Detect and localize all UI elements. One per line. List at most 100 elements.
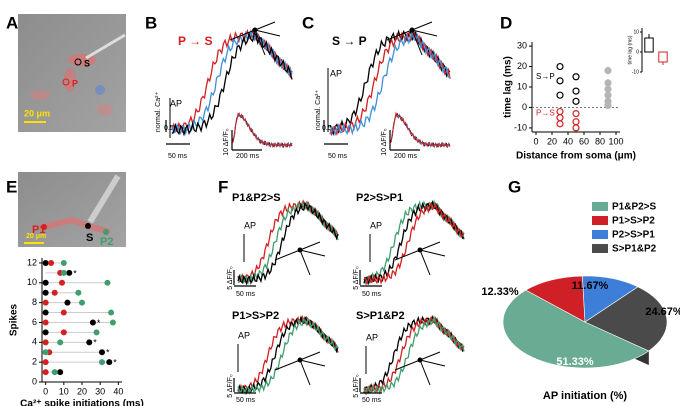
y-tick-label: 10 bbox=[633, 29, 639, 35]
y-scale: 5 ΔF/F₀ bbox=[227, 374, 234, 398]
subpanel-title: P1>S>P2 bbox=[232, 310, 279, 322]
point bbox=[572, 87, 580, 95]
soma-label: S bbox=[86, 232, 93, 244]
ap-label: AP bbox=[244, 220, 256, 230]
p2-label: P2 bbox=[100, 236, 113, 248]
x-tick-label: 40 bbox=[563, 136, 573, 146]
y-label: normal. Ca²⁺ bbox=[155, 92, 162, 133]
dot bbox=[89, 319, 96, 326]
x-tick-label: 80 bbox=[595, 136, 605, 146]
point bbox=[556, 107, 564, 116]
trace bbox=[237, 199, 339, 284]
ap-label: AP bbox=[370, 220, 382, 230]
point bbox=[572, 109, 580, 118]
annotation: * bbox=[113, 358, 117, 368]
neuron-soma bbox=[252, 27, 258, 33]
trace bbox=[237, 315, 339, 395]
point bbox=[604, 67, 612, 75]
inset-y-scale: 10 ΔF/F₀ bbox=[381, 128, 388, 156]
x-tick-label: 40 bbox=[113, 386, 123, 396]
panel-label: F bbox=[218, 177, 228, 196]
soma-label: S bbox=[84, 58, 90, 68]
annotation: * bbox=[93, 338, 97, 348]
subpanel-title: P1&P2>S bbox=[232, 192, 281, 204]
y-tick-label: 12 bbox=[27, 257, 37, 267]
point bbox=[604, 79, 612, 87]
dot bbox=[66, 269, 73, 276]
legend-swatch bbox=[592, 202, 608, 211]
inset-trace bbox=[389, 111, 451, 149]
trace bbox=[363, 199, 465, 286]
y-tick-label: 6 bbox=[32, 317, 37, 327]
panel-label: C bbox=[302, 13, 314, 32]
ap-label: AP bbox=[366, 332, 378, 342]
trace bbox=[363, 201, 465, 286]
point bbox=[556, 91, 564, 99]
neuron-soma bbox=[417, 247, 423, 253]
x-axis-label: Distance from soma (μm) bbox=[516, 151, 636, 162]
bar bbox=[644, 37, 654, 53]
y-tick-label: 0 bbox=[522, 102, 527, 112]
y-tick-label: 0 bbox=[636, 49, 639, 55]
y-tick-label: -10 bbox=[514, 122, 527, 132]
dot bbox=[51, 289, 58, 296]
x-scale: 50 ms bbox=[362, 291, 382, 298]
neuron-schematic bbox=[229, 21, 281, 56]
legend-label: P1&P2>S bbox=[612, 202, 657, 213]
y-scale: 5 ΔF/F₀ bbox=[353, 266, 360, 290]
pie-slice bbox=[525, 275, 586, 323]
inset-y-scale: 10 ΔF/F₀ bbox=[223, 128, 230, 156]
legend-label: S>P1&P2 bbox=[612, 244, 657, 255]
point bbox=[556, 120, 564, 128]
dot bbox=[42, 259, 49, 266]
scale-bar-label: 20 μm bbox=[24, 108, 50, 118]
neuron-schematic bbox=[274, 241, 326, 276]
dot bbox=[59, 279, 65, 286]
neuron-soma bbox=[297, 247, 303, 253]
inset-y-label: time lag (ms) bbox=[627, 35, 633, 64]
y-scale: 0.5 bbox=[164, 125, 174, 132]
neuron-schematic bbox=[394, 241, 446, 276]
dot bbox=[42, 359, 49, 366]
x-tick-label: 30 bbox=[95, 386, 105, 396]
dot bbox=[86, 339, 93, 346]
point bbox=[572, 97, 580, 105]
dot bbox=[42, 349, 49, 356]
dot bbox=[99, 359, 105, 366]
neuron-schematic bbox=[386, 21, 438, 56]
dot bbox=[51, 369, 58, 376]
micrograph-e bbox=[18, 172, 126, 247]
scale-bar-label: 20 μm bbox=[26, 233, 46, 240]
dot bbox=[75, 289, 82, 296]
x-tick-label: 0 bbox=[533, 136, 538, 146]
inset-x-scale: 200 ms bbox=[394, 153, 417, 160]
neuron-soma bbox=[417, 357, 423, 363]
legend-swatch bbox=[592, 216, 608, 225]
ap-label: AP bbox=[238, 330, 250, 340]
x-tick-label: 10 bbox=[59, 386, 69, 396]
dot bbox=[60, 269, 67, 276]
p1-label: P1 bbox=[32, 224, 45, 236]
annotation: * bbox=[73, 268, 77, 278]
x-axis-label: Ca²⁺ spike initiations (ms) bbox=[20, 399, 144, 406]
panel-label: G bbox=[508, 177, 521, 196]
dot bbox=[64, 299, 71, 306]
y-tick-label: 0 bbox=[32, 376, 37, 386]
point bbox=[572, 118, 580, 126]
annotation: * bbox=[97, 318, 101, 328]
x-tick-label: 100 bbox=[608, 136, 623, 146]
trace bbox=[363, 315, 465, 396]
dot bbox=[93, 329, 100, 336]
direction-label: P → S bbox=[178, 34, 212, 48]
value-label: 24.67% bbox=[645, 306, 680, 318]
dot bbox=[60, 329, 67, 336]
dot bbox=[42, 289, 49, 296]
trace bbox=[237, 201, 339, 286]
dot bbox=[42, 309, 49, 316]
dot bbox=[42, 279, 49, 286]
micrograph-a bbox=[18, 14, 126, 132]
x-tick-label: 0 bbox=[43, 386, 48, 396]
dot bbox=[108, 309, 115, 316]
subpanel-title: P2>S>P1 bbox=[356, 192, 403, 204]
series-label: S→P bbox=[536, 72, 555, 81]
